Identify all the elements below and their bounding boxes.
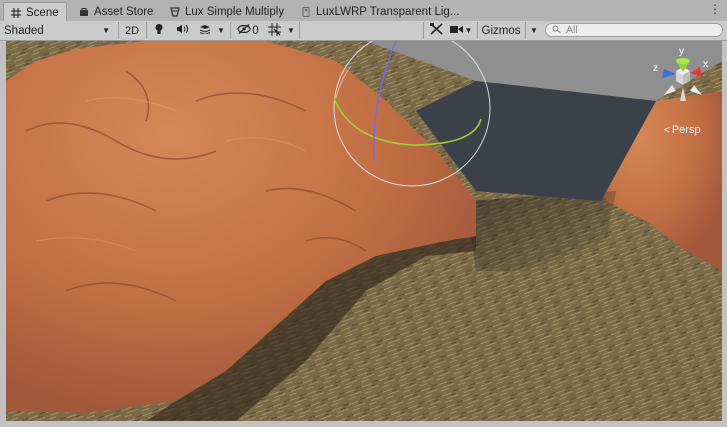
orientation-gizmo[interactable]: y x z — [650, 45, 716, 111]
eye-slash-icon — [237, 24, 251, 37]
hidden-count: 0 — [252, 24, 259, 37]
rock-texture — [25, 70, 367, 302]
rock-formation-main — [6, 41, 476, 413]
tab-scene[interactable]: Scene — [3, 2, 67, 22]
cube-top-face — [366, 41, 722, 101]
scene-render — [6, 41, 722, 421]
grid-toggle[interactable] — [265, 21, 283, 40]
axis-z-label: z — [653, 63, 658, 74]
search-placeholder: All — [566, 24, 578, 36]
tab-label: Scene — [26, 6, 59, 19]
chevron-down-icon: ▼ — [464, 26, 473, 35]
projection-label: Persp — [671, 124, 701, 136]
camera-settings-dropdown[interactable]: ▼ — [448, 21, 474, 40]
asset-store-icon — [79, 7, 89, 17]
draw-mode-label: Shaded — [4, 24, 44, 37]
gizmos-button[interactable]: Gizmos — [481, 24, 521, 37]
layers-effects-icon — [199, 24, 212, 37]
grid-dropdown-chevron-icon[interactable]: ▼ — [287, 26, 295, 35]
axis-y-label: y — [679, 46, 684, 57]
lightbulb-icon — [154, 23, 164, 38]
audio-toggle[interactable] — [172, 21, 192, 40]
camera-icon — [449, 25, 463, 37]
rotate-gizmo[interactable] — [333, 41, 491, 187]
scene-toolbar: Shaded ▼ 2D ▼ 0 — [0, 21, 727, 41]
tab-asset-store[interactable]: Asset Store — [72, 2, 160, 21]
scene-grid-icon — [11, 7, 21, 18]
grid-snap-icon — [267, 22, 281, 39]
chevron-left-icon: < — [664, 124, 670, 136]
gizmos-dropdown-chevron-icon[interactable]: ▼ — [530, 26, 538, 35]
search-icon — [552, 24, 562, 36]
cube-shadow — [466, 191, 616, 271]
axis-z-cone[interactable] — [662, 69, 676, 78]
tab-label: LuxLWRP Transparent Lig... — [316, 5, 460, 18]
draw-mode-dropdown[interactable]: Shaded ▼ — [4, 21, 114, 40]
tab-label: Asset Store — [94, 5, 154, 18]
window-menu-icon[interactable]: ⋮ — [709, 2, 721, 16]
axis-y-cone[interactable] — [676, 61, 690, 72]
cube-side-face — [416, 81, 656, 201]
scene-viewport[interactable]: y x z < Persp — [6, 41, 722, 421]
rock-shadow-edge — [146, 236, 476, 421]
tab-lux-simple-multiply[interactable]: Lux Simple Multiply — [163, 2, 291, 21]
effects-dropdown-chevron-icon[interactable]: ▼ — [217, 26, 225, 35]
axis-x-label: x — [703, 59, 708, 70]
shader-icon — [170, 6, 180, 17]
speaker-icon — [175, 24, 189, 37]
tools-toggle[interactable] — [427, 21, 445, 40]
effects-toggle[interactable] — [196, 21, 214, 40]
axis-x-cone[interactable] — [690, 67, 702, 77]
search-input[interactable]: All — [545, 23, 723, 37]
lighting-toggle[interactable] — [150, 21, 168, 40]
material-icon — [301, 6, 311, 17]
tab-bar: Scene Asset Store Lux Simple Multiply Lu… — [0, 0, 727, 22]
tab-label: Lux Simple Multiply — [185, 5, 285, 18]
hidden-objects-toggle[interactable]: 0 — [234, 21, 262, 40]
projection-toggle[interactable]: < Persp — [664, 124, 701, 136]
tab-luxlwrp-transparent[interactable]: LuxLWRP Transparent Lig... — [294, 2, 466, 21]
mode-2d-toggle[interactable]: 2D — [124, 24, 140, 37]
tools-cross-icon — [429, 23, 443, 38]
chevron-down-icon: ▼ — [102, 26, 110, 35]
